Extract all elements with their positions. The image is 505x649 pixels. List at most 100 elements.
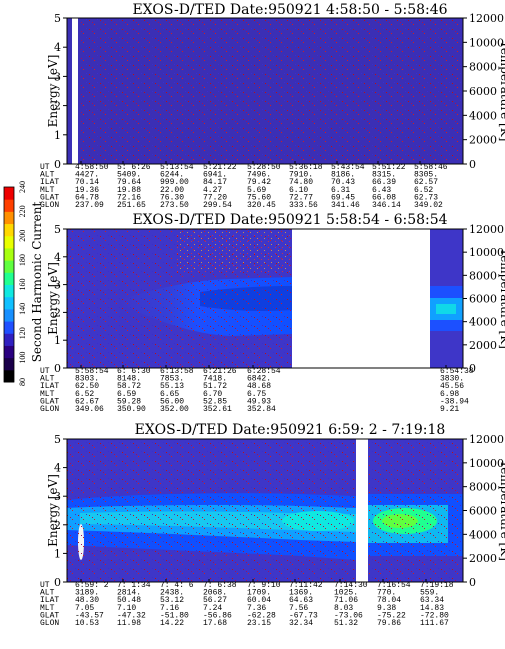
- orbit-cell: 6.52: [75, 390, 94, 399]
- colorbar-tick-label: 80: [18, 378, 27, 386]
- orbit-row-label: ALT: [40, 171, 55, 180]
- orbit-cell: 6941.: [203, 171, 227, 180]
- colorbar-segment: [4, 187, 14, 200]
- orbit-cell: 51.72: [203, 382, 227, 391]
- temperature-tick-label: 10000: [469, 36, 504, 49]
- color-bar: 80 100 120 140 160 180 200 220 240: [3, 181, 27, 386]
- orbit-cell: 5:43:54: [331, 163, 365, 172]
- colorbar-segment: [4, 260, 14, 273]
- orbit-cell: -51.80: [160, 611, 189, 620]
- orbit-cell: 6:54:38: [440, 367, 474, 376]
- panel-2-right-cyan: [436, 304, 456, 314]
- energy-tick-label: 4: [54, 462, 61, 475]
- orbit-cell: 7:19:18: [420, 581, 454, 590]
- orbit-cell: 5:51:22: [372, 163, 406, 172]
- panel-1: EXOS-D/TED Date:950921 4:58:50 - 5:58:46…: [40, 2, 505, 210]
- colorbar-label: Second Harmonic Current: [30, 202, 44, 363]
- temperature-tick-label: 8000: [469, 269, 497, 282]
- panel-2-orbit-table: UT 5:58:54 6: 6:30 6:13:58 6:21:26 6:28:54 6:5…: [40, 367, 474, 414]
- orbit-row-label: MLT: [40, 390, 55, 399]
- orbit-row-label: UT: [40, 581, 50, 590]
- orbit-cell: 3189.: [75, 589, 99, 598]
- colorbar-segment: [4, 247, 14, 261]
- energy-tick-label: 4: [54, 41, 61, 54]
- panel-2: EXOS-D/TED Date:950921 5:58:54 - 6:58:54…: [40, 212, 505, 414]
- temperature-tick-label: 12000: [469, 12, 504, 25]
- orbit-cell: 76.30: [160, 193, 184, 202]
- orbit-cell: 7.10: [117, 604, 136, 613]
- temperature-axis-label: Temperature [K]: [498, 248, 505, 349]
- orbit-cell: 7.16: [160, 604, 179, 613]
- orbit-cell: 72.16: [117, 193, 141, 202]
- orbit-cell: 333.56: [289, 201, 318, 210]
- orbit-cell: -56.86: [203, 611, 232, 620]
- orbit-cell: 7: 9:10: [247, 581, 281, 590]
- energy-tick-label: 3: [54, 70, 61, 83]
- orbit-cell: 111.67: [420, 619, 449, 628]
- orbit-cell: 6.75: [247, 390, 266, 399]
- orbit-cell: 14.22: [160, 619, 184, 628]
- colorbar-segment: [4, 308, 14, 322]
- orbit-cell: 7.36: [247, 604, 266, 613]
- colorbar-frame: [3, 186, 15, 383]
- temperature-axis-label: Temperature [K]: [498, 41, 505, 142]
- energy-tick-label: 1: [54, 334, 61, 347]
- energy-tick-label: 2: [54, 306, 61, 319]
- orbit-cell: 3830.: [440, 375, 464, 384]
- orbit-row-label: ILAT: [40, 382, 59, 391]
- orbit-cell: 77.20: [203, 193, 227, 202]
- orbit-row-label: GLON: [40, 201, 59, 210]
- panel-1-noise: [79, 18, 463, 164]
- colorbar-segment: [4, 223, 14, 237]
- energy-tick-label: 2: [54, 100, 61, 113]
- orbit-cell: 11.98: [117, 619, 141, 628]
- orbit-cell: 32.34: [289, 619, 313, 628]
- orbit-cell: 7.05: [75, 604, 94, 613]
- orbit-cell: 84.17: [203, 178, 227, 187]
- energy-tick-label: 3: [54, 490, 61, 503]
- orbit-cell: 251.65: [117, 201, 146, 210]
- orbit-cell: 352.00: [160, 405, 189, 414]
- orbit-cell: 5.69: [247, 186, 266, 195]
- energy-tick-label: 4: [54, 251, 61, 264]
- orbit-cell: 6.70: [203, 390, 222, 399]
- orbit-row-label: GLAT: [40, 397, 59, 406]
- orbit-cell: 559.: [420, 589, 439, 598]
- colorbar-tick-label: 140: [18, 303, 27, 315]
- orbit-cell: 51.32: [334, 619, 358, 628]
- colorbar-segment: [4, 333, 14, 346]
- orbit-cell: 352.84: [247, 405, 276, 414]
- colorbar-tick-label: 100: [18, 352, 27, 364]
- orbit-cell: 59.28: [117, 397, 141, 406]
- orbit-cell: 6842.: [247, 375, 271, 384]
- orbit-cell: 352.61: [203, 405, 232, 414]
- panel-3: EXOS-D/TED Date:950921 6:59: 2 - 7:19:18…: [40, 422, 505, 628]
- orbit-cell: 74.80: [289, 178, 313, 187]
- orbit-cell: 2068.: [203, 589, 227, 598]
- orbit-cell: 50.48: [117, 596, 141, 605]
- colorbar-tick-label: 220: [18, 205, 27, 217]
- colorbar-segment: [4, 272, 14, 285]
- energy-tick-label: 3: [54, 279, 61, 292]
- orbit-cell: 6.52: [414, 186, 433, 195]
- orbit-cell: 60.04: [247, 596, 271, 605]
- orbit-cell: 7: 6:38: [203, 581, 237, 590]
- orbit-cell: 8148.: [117, 375, 141, 384]
- colorbar-segment: [4, 235, 14, 249]
- colorbar-segment: [4, 199, 14, 212]
- orbit-cell: 6: 6:30: [117, 367, 151, 376]
- energy-axis-label: Energy [eV]: [46, 262, 60, 335]
- orbit-cell: 56.00: [160, 397, 184, 406]
- orbit-cell: 8305.: [414, 171, 438, 180]
- orbit-cell: 6:13:58: [160, 367, 194, 376]
- orbit-cell: 7.56: [289, 604, 308, 613]
- energy-tick-label: 0: [54, 158, 61, 171]
- orbit-cell: 8.03: [334, 604, 353, 613]
- panel-2-sparkle: [175, 229, 292, 274]
- orbit-cell: -38.94: [440, 397, 469, 406]
- orbit-cell: 64.78: [75, 193, 99, 202]
- orbit-cell: 5:58:46: [414, 163, 448, 172]
- orbit-cell: 7:11:42: [289, 581, 323, 590]
- orbit-cell: 79.86: [377, 619, 401, 628]
- temperature-tick-label: 0: [469, 576, 476, 589]
